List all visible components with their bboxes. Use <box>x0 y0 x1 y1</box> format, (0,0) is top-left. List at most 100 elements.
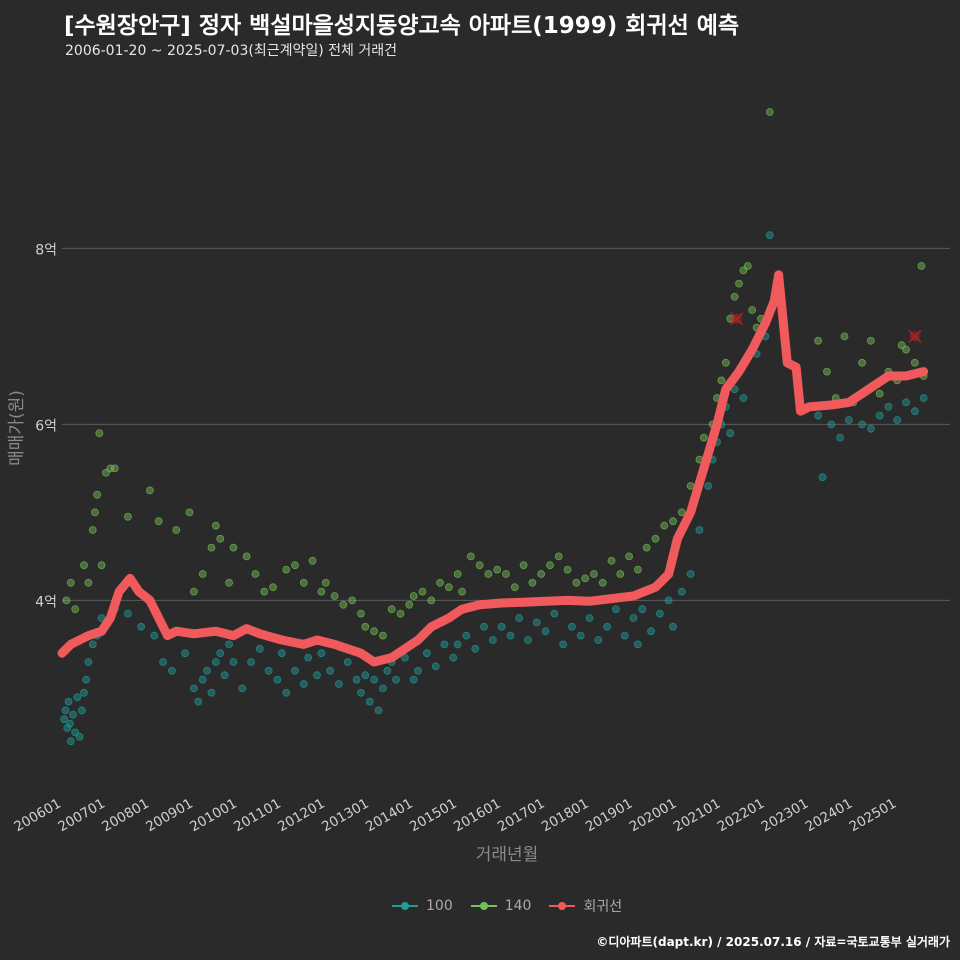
data-point-100 <box>343 658 352 666</box>
data-point-100 <box>669 622 677 631</box>
data-point-140 <box>242 552 251 561</box>
x-tick-label: 202401 <box>803 796 856 836</box>
data-point-140 <box>633 565 642 574</box>
data-point-140 <box>730 292 739 301</box>
data-point-100 <box>73 693 82 702</box>
data-point-100 <box>440 640 449 649</box>
data-point-140 <box>436 578 444 587</box>
data-point-100 <box>194 697 203 706</box>
data-point-100 <box>497 622 506 631</box>
data-point-140 <box>528 578 537 587</box>
data-point-140 <box>858 358 866 367</box>
y-tick-label: 6억 <box>35 418 57 434</box>
data-point-140 <box>699 433 708 442</box>
data-point-140 <box>308 556 317 565</box>
data-point-140 <box>80 561 88 570</box>
data-point-100 <box>64 697 73 706</box>
data-point-100 <box>506 631 515 640</box>
data-point-100 <box>866 424 875 433</box>
data-point-140 <box>379 631 387 640</box>
data-point-100 <box>63 724 72 732</box>
data-point-140 <box>321 578 330 587</box>
data-point-140 <box>225 578 233 587</box>
data-point-100 <box>361 671 370 680</box>
legend-label-140: 140 <box>504 898 532 914</box>
data-point-140 <box>317 587 326 596</box>
data-point-100 <box>647 627 655 636</box>
data-point-140 <box>299 578 308 587</box>
x-tick-label: 200701 <box>55 796 108 836</box>
data-point-100 <box>225 640 233 649</box>
data-point-100 <box>524 636 532 644</box>
data-point-140 <box>563 565 572 574</box>
series-100-points <box>60 231 928 746</box>
x-tick-label: 202001 <box>627 796 680 836</box>
data-point-140 <box>62 596 71 605</box>
data-point-140 <box>721 358 730 367</box>
data-point-140 <box>91 508 99 517</box>
data-point-100 <box>317 649 326 658</box>
data-point-100 <box>335 680 343 688</box>
data-point-140 <box>572 578 581 587</box>
data-point-140 <box>546 561 554 570</box>
outlier-cross <box>908 329 922 343</box>
data-point-100 <box>827 420 836 429</box>
data-point-100 <box>277 649 286 658</box>
data-point-100 <box>585 614 594 622</box>
data-point-140 <box>409 592 418 600</box>
data-point-100 <box>431 662 440 671</box>
data-point-100 <box>66 719 74 728</box>
data-point-100 <box>739 394 748 402</box>
data-point-140 <box>172 526 181 534</box>
outlier-cross <box>730 312 744 326</box>
data-point-100 <box>352 675 361 684</box>
data-point-140 <box>185 508 194 517</box>
data-point-100 <box>264 666 273 675</box>
legend-item-100: 100 <box>392 898 453 914</box>
data-point-140 <box>616 570 625 578</box>
data-point-140 <box>189 587 198 596</box>
data-point-100 <box>181 649 189 658</box>
data-point-100 <box>88 640 97 649</box>
data-point-100 <box>449 653 458 662</box>
data-point-140 <box>106 464 115 473</box>
data-point-140 <box>396 609 405 618</box>
outlier-markers <box>730 312 922 343</box>
data-point-100 <box>326 666 335 675</box>
data-point-140 <box>357 609 365 618</box>
data-point-100 <box>919 394 928 402</box>
data-point-100 <box>80 688 88 697</box>
data-point-100 <box>273 675 282 684</box>
data-point-100 <box>150 631 159 640</box>
data-point-140 <box>748 306 757 314</box>
data-point-140 <box>590 570 598 578</box>
x-tick-label: 201401 <box>363 796 416 836</box>
x-tick-label: 201001 <box>187 796 240 836</box>
data-point-140 <box>146 486 154 495</box>
x-tick-label: 201901 <box>583 796 636 836</box>
data-point-140 <box>291 561 299 570</box>
data-point-140 <box>875 389 884 398</box>
data-point-140 <box>444 583 453 592</box>
data-point-100 <box>69 710 77 719</box>
data-point-140 <box>154 517 163 526</box>
data-point-140 <box>211 521 220 530</box>
data-point-100 <box>291 666 299 675</box>
data-point-100 <box>299 680 308 688</box>
data-point-140 <box>840 332 849 341</box>
data-point-100 <box>374 706 383 715</box>
data-point-140 <box>207 543 216 552</box>
chart-subtitle: 2006-01-20 ~ 2025-07-03(최근계약일) 전체 거래건 <box>65 43 397 59</box>
data-point-100 <box>655 609 664 618</box>
data-point-100 <box>82 675 91 684</box>
data-point-140 <box>95 429 104 438</box>
data-point-100 <box>559 640 568 649</box>
data-point-140 <box>743 262 752 270</box>
data-point-100 <box>365 697 374 706</box>
data-point-140 <box>686 482 695 490</box>
data-point-100 <box>462 631 471 640</box>
legend-label-regression: 회귀선 <box>583 899 623 915</box>
data-point-100 <box>620 631 629 640</box>
data-point-140 <box>216 534 225 543</box>
